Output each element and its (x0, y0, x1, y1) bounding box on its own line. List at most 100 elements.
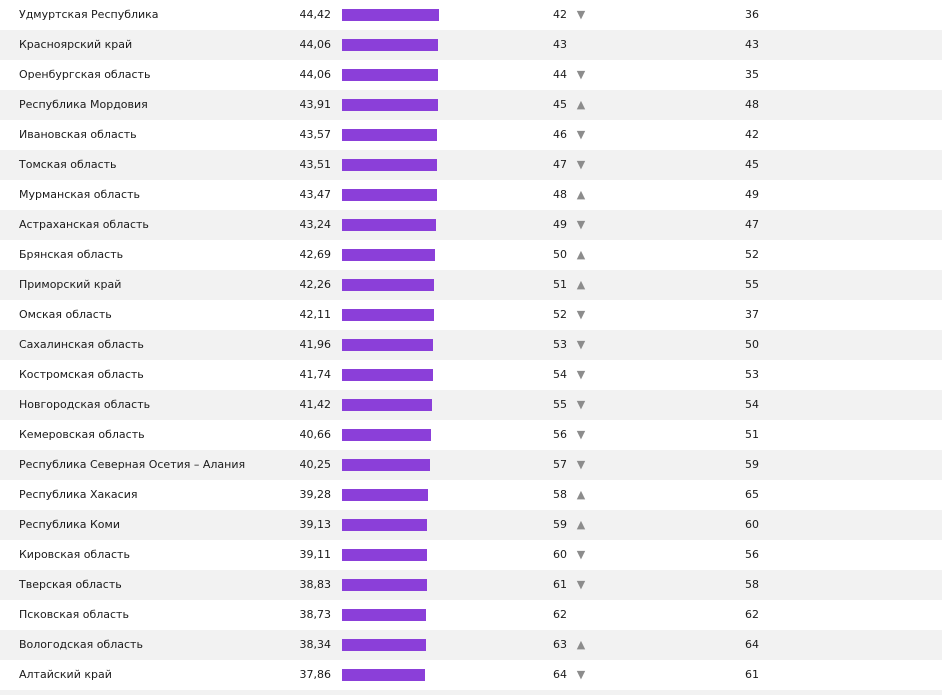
previous-rank-value: 36 (745, 8, 759, 21)
region-name: Астраханская область (19, 218, 149, 231)
previous-rank-value: 58 (745, 578, 759, 591)
score-bar-track (342, 369, 442, 381)
score-bar (342, 339, 434, 351)
index-score: 43,57 (299, 128, 332, 141)
region-name: Кемеровская область (19, 428, 145, 441)
previous-rank-value: 48 (745, 98, 759, 111)
score-bar-track (342, 309, 442, 321)
score-bar (342, 669, 425, 681)
score-bar (342, 429, 431, 441)
trend-down-icon: ▼ (576, 128, 586, 141)
previous-rank-value: 42 (745, 128, 759, 141)
previous-rank-value: 65 (745, 488, 759, 501)
rank-value: 58 (553, 488, 567, 501)
score-bar-track (342, 129, 442, 141)
previous-rank-value: 56 (745, 548, 759, 561)
score-bar (342, 39, 439, 51)
table-row: Республика Коми 39,13 59 ▲ 60 (0, 510, 942, 540)
index-score: 41,96 (299, 338, 332, 351)
table-row: Мурманская область 43,47 48 ▲ 49 (0, 180, 942, 210)
rank-value: 64 (553, 668, 567, 681)
rank-value: 42 (553, 8, 567, 21)
rank-value: 53 (553, 338, 567, 351)
rank-value: 45 (553, 98, 567, 111)
region-name: Тверская область (19, 578, 122, 591)
rank-value: 63 (553, 638, 567, 651)
score-bar (342, 459, 430, 471)
score-bar (342, 369, 433, 381)
table-row: Омская область 42,11 52 ▼ 37 (0, 300, 942, 330)
index-score: 43,91 (299, 98, 332, 111)
trend-down-icon: ▼ (576, 368, 586, 381)
previous-rank-value: 62 (745, 608, 759, 621)
index-score: 42,11 (299, 308, 332, 321)
score-bar-track (342, 339, 442, 351)
table-row: Новгородская область 41,42 55 ▼ 54 (0, 390, 942, 420)
region-name: Республика Северная Осетия – Алания (19, 458, 246, 471)
score-bar-track (342, 549, 442, 561)
index-score: 43,47 (299, 188, 332, 201)
region-name: Псковская область (19, 608, 129, 621)
index-score: 39,28 (299, 488, 332, 501)
trend-up-icon: ▲ (576, 638, 586, 651)
score-bar-track (342, 189, 442, 201)
score-bar-track (342, 429, 442, 441)
score-bar-track (342, 489, 442, 501)
region-name: Республика Мордовия (19, 98, 148, 111)
region-name: Алтайский край (19, 668, 112, 681)
score-bar (342, 159, 437, 171)
previous-rank-value: 47 (745, 218, 759, 231)
table-row: Удмуртская Республика 44,42 42 ▼ 36 (0, 0, 942, 30)
table-row: Астраханская область 43,24 49 ▼ 47 (0, 210, 942, 240)
region-name: Удмуртская Республика (19, 8, 159, 21)
previous-rank-value: 59 (745, 458, 759, 471)
table-row: Оренбургская область 44,06 44 ▼ 35 (0, 60, 942, 90)
trend-down-icon: ▼ (576, 548, 586, 561)
score-bar-track (342, 219, 442, 231)
score-bar (342, 639, 426, 651)
score-bar-track (342, 69, 442, 81)
index-score: 39,11 (299, 548, 332, 561)
index-score: 43,51 (299, 158, 332, 171)
score-bar (342, 309, 434, 321)
table-row: Кировская область 39,11 60 ▼ 56 (0, 540, 942, 570)
table-row: Приморский край 42,26 51 ▲ 55 (0, 270, 942, 300)
trend-down-icon: ▼ (576, 218, 586, 231)
trend-up-icon: ▲ (576, 488, 586, 501)
score-bar (342, 399, 433, 411)
region-name: Брянская область (19, 248, 124, 261)
score-bar (342, 249, 436, 261)
index-score: 40,25 (299, 458, 332, 471)
score-bar (342, 9, 439, 21)
region-name: Красноярский край (19, 38, 133, 51)
table-row: Алтайский край 37,86 64 ▼ 61 (0, 660, 942, 690)
rank-value: 60 (553, 548, 567, 561)
region-name: Оренбургская область (19, 68, 151, 81)
table-row: Красноярский край 44,06 43 43 (0, 30, 942, 60)
previous-rank-value: 61 (745, 668, 759, 681)
score-bar-track (342, 609, 442, 621)
rank-value: 43 (553, 38, 567, 51)
score-bar (342, 99, 438, 111)
index-score: 41,74 (299, 368, 332, 381)
index-score: 38,83 (299, 578, 332, 591)
trend-up-icon: ▲ (576, 518, 586, 531)
table-row: Вологодская область 38,34 63 ▲ 64 (0, 630, 942, 660)
score-bar (342, 279, 435, 291)
index-score: 44,42 (299, 8, 332, 21)
table-row: Кемеровская область 40,66 56 ▼ 51 (0, 420, 942, 450)
index-score: 39,13 (299, 518, 332, 531)
trend-down-icon: ▼ (576, 338, 586, 351)
table-row-partial (0, 690, 942, 695)
table-row: Сахалинская область 41,96 53 ▼ 50 (0, 330, 942, 360)
score-bar-track (342, 579, 442, 591)
score-bar (342, 129, 437, 141)
table-row: Тверская область 38,83 61 ▼ 58 (0, 570, 942, 600)
score-bar-track (342, 459, 442, 471)
index-score: 42,69 (299, 248, 332, 261)
table-row: Республика Северная Осетия – Алания 40,25… (0, 450, 942, 480)
previous-rank-value: 60 (745, 518, 759, 531)
table-row: Псковская область 38,73 62 62 (0, 600, 942, 630)
score-bar-track (342, 669, 442, 681)
